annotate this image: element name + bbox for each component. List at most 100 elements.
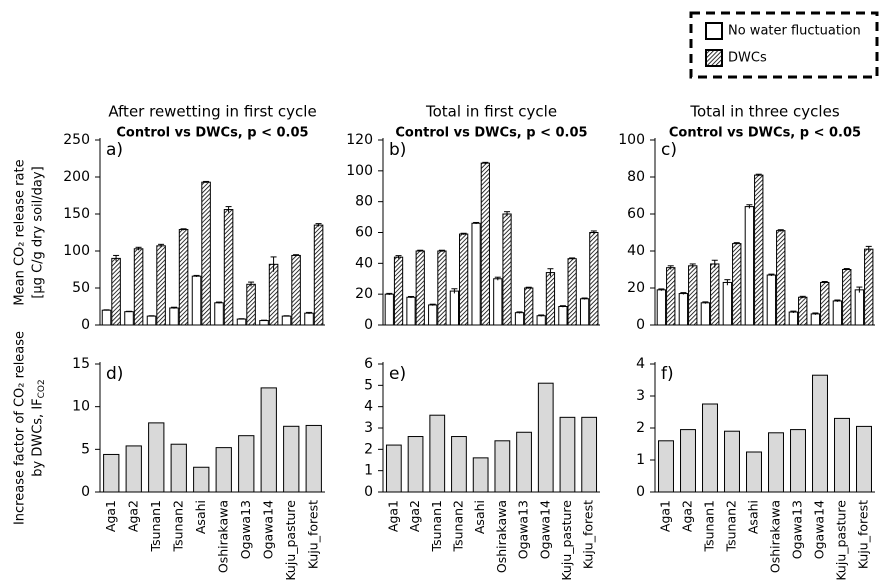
legend-box xyxy=(689,11,879,79)
y-tick-label: 3 xyxy=(636,388,645,404)
bar xyxy=(854,289,865,326)
y-tick-label: 250 xyxy=(63,132,90,148)
panel-label: c) xyxy=(661,140,677,160)
x-tick-label: Tsunan1 xyxy=(702,500,717,552)
bar xyxy=(776,230,786,326)
bar xyxy=(471,222,481,326)
x-tick-label: Kuju_pasture xyxy=(283,500,298,581)
legend-swatch xyxy=(705,22,723,40)
bar xyxy=(101,309,112,326)
legend-label: DWCs xyxy=(728,51,767,66)
y-tick-label: 40 xyxy=(355,255,373,271)
bar xyxy=(146,315,157,326)
bar xyxy=(812,374,828,493)
x-tick-label: Kuju_pasture xyxy=(559,500,574,581)
bar xyxy=(259,320,269,326)
bar xyxy=(191,275,202,326)
x-tick-label: Tsunan2 xyxy=(724,500,739,552)
bar xyxy=(125,445,142,493)
x-tick-label: Oshirakawa xyxy=(215,500,230,573)
bar xyxy=(656,289,667,326)
x-tick-label: Kuju_forest xyxy=(305,500,320,569)
bar xyxy=(236,318,247,326)
chart-title: Total in first cycle xyxy=(425,103,557,121)
x-tick-label: Oshirakawa xyxy=(494,500,509,573)
bar xyxy=(281,315,292,326)
bar xyxy=(223,209,234,326)
y-tick-label: 4 xyxy=(364,399,373,415)
x-tick-label: Asahi xyxy=(472,500,487,534)
bar xyxy=(429,414,446,493)
x-tick-label: Asahi xyxy=(193,500,208,534)
bar xyxy=(558,306,568,326)
bar xyxy=(724,430,740,493)
bar xyxy=(260,387,277,493)
y-tick-label: 60 xyxy=(355,225,373,241)
chart-subtitle: Control vs DWCs, p < 0.05 xyxy=(116,126,308,141)
bar xyxy=(790,429,806,493)
x-tick-label: Ogawa13 xyxy=(790,500,805,559)
bar xyxy=(834,417,850,493)
bar xyxy=(193,466,210,493)
bar xyxy=(169,307,179,326)
bar xyxy=(842,269,852,326)
bar xyxy=(559,416,576,493)
bar xyxy=(238,435,255,493)
bar xyxy=(581,416,598,493)
bar xyxy=(170,443,187,493)
x-tick-label: Ogawa14 xyxy=(260,500,275,559)
bar xyxy=(393,256,404,326)
y-tick-label: 0 xyxy=(636,484,645,500)
chart-title: Total in three cycles xyxy=(689,103,839,121)
bar xyxy=(746,451,762,493)
bar xyxy=(810,313,821,326)
y-tick-label: 100 xyxy=(346,163,373,179)
y-tick-label: 0 xyxy=(364,484,373,500)
y-axis-label: by DWCs, IFCO2 xyxy=(31,379,47,476)
x-tick-label: Aga1 xyxy=(103,500,118,532)
y-tick-label: 100 xyxy=(63,243,90,259)
x-tick-label: Ogawa13 xyxy=(516,500,531,559)
x-tick-label: Aga1 xyxy=(658,500,673,532)
x-tick-label: Tsunan2 xyxy=(450,500,465,552)
y-tick-label: 0 xyxy=(364,317,373,333)
bar xyxy=(502,213,512,326)
y-tick-label: 0 xyxy=(81,317,90,333)
bar xyxy=(215,447,232,493)
bar xyxy=(148,422,165,493)
bar xyxy=(710,263,720,326)
bar xyxy=(111,257,121,326)
chart-subtitle: Control vs DWCs, p < 0.05 xyxy=(395,126,587,141)
bar xyxy=(545,272,556,326)
legend-label: No water fluctuation xyxy=(728,24,861,39)
bar xyxy=(428,304,438,326)
bar xyxy=(864,248,874,326)
y-tick-label: 60 xyxy=(627,206,645,222)
bar xyxy=(589,232,599,326)
bar xyxy=(214,302,224,326)
x-tick-label: Asahi xyxy=(746,500,761,534)
panel-label: d) xyxy=(106,364,123,384)
x-tick-label: Oshirakawa xyxy=(768,500,783,573)
y-tick-label: 20 xyxy=(627,280,645,296)
y-tick-label: 5 xyxy=(364,377,373,393)
x-tick-label: Aga1 xyxy=(385,500,400,532)
x-tick-label: Ogawa14 xyxy=(537,500,552,559)
x-tick-label: Aga2 xyxy=(680,500,695,532)
bar xyxy=(494,440,511,493)
bar xyxy=(437,250,447,326)
bar xyxy=(788,311,799,326)
y-tick-label: 20 xyxy=(355,286,373,302)
bar xyxy=(480,162,490,326)
bar xyxy=(472,457,489,493)
bar xyxy=(246,283,256,326)
y-tick-label: 3 xyxy=(364,420,373,436)
bar xyxy=(856,425,872,493)
bar xyxy=(678,293,689,326)
legend-swatch xyxy=(705,49,723,67)
y-tick-label: 150 xyxy=(63,206,90,222)
bar xyxy=(722,281,733,326)
bar xyxy=(459,233,469,326)
bar xyxy=(449,290,460,326)
